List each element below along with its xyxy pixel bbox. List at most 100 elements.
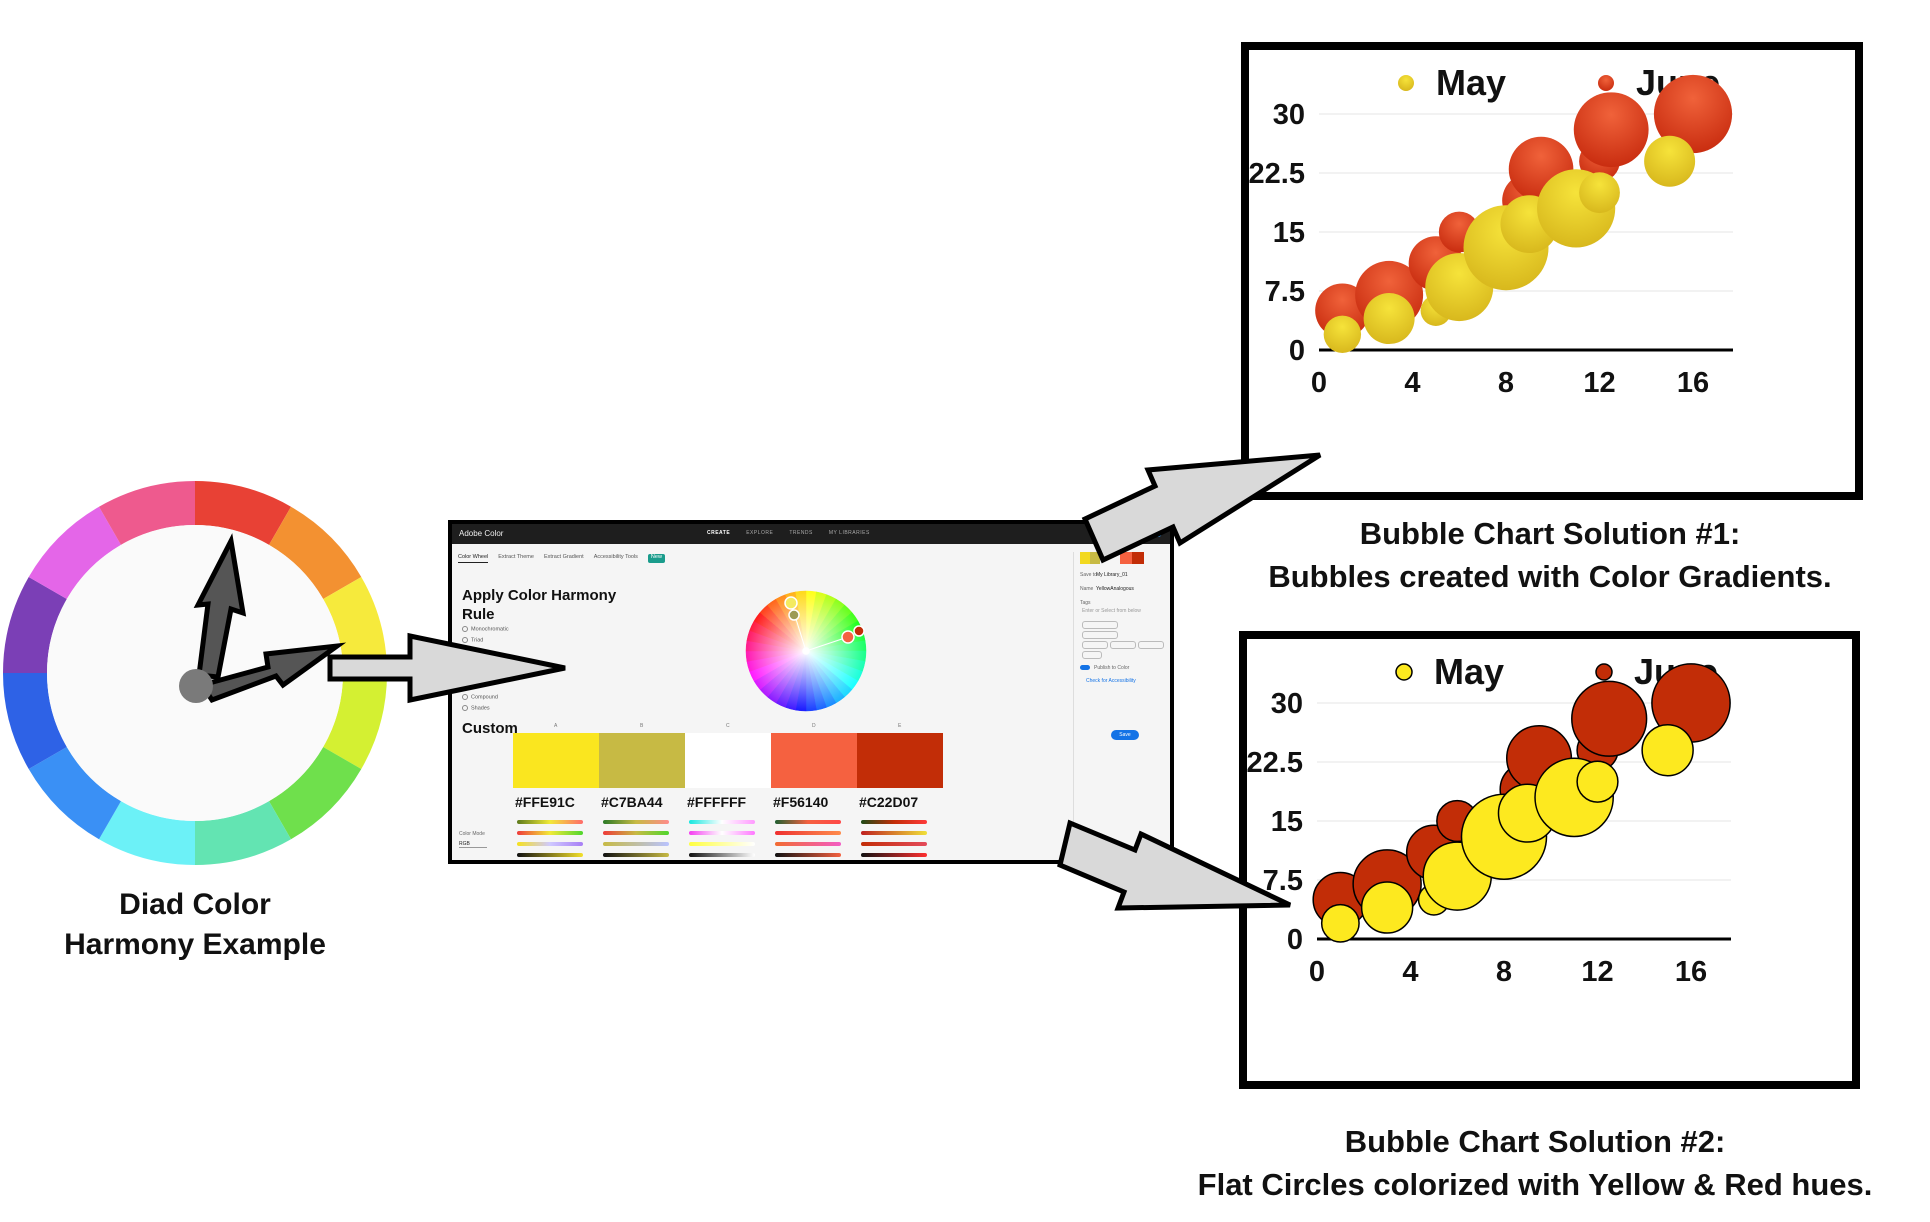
legend-marker-may bbox=[1398, 75, 1414, 91]
swatch-hex-value[interactable]: #C7BA44 bbox=[601, 794, 663, 810]
swatch-hex-value[interactable]: #C22D07 bbox=[859, 794, 919, 810]
wheel-segment bbox=[269, 506, 362, 599]
color-swatch[interactable] bbox=[771, 733, 857, 788]
wheel-segment bbox=[28, 506, 121, 599]
color-slider[interactable] bbox=[861, 853, 927, 857]
legend-label-may: May bbox=[1436, 62, 1506, 103]
harmony-rule-title-line-2: Rule bbox=[462, 606, 495, 623]
color-slider[interactable] bbox=[689, 820, 755, 824]
color-mode-select[interactable]: RGB bbox=[459, 841, 487, 848]
bubble-may bbox=[1360, 881, 1414, 934]
y-tick-label: 22.5 bbox=[1249, 158, 1305, 190]
wheel-segment bbox=[28, 747, 121, 840]
color-slider[interactable] bbox=[603, 820, 669, 824]
publish-toggle[interactable] bbox=[1080, 665, 1090, 670]
chart-1-caption: Bubble Chart Solution #1: Bubbles create… bbox=[1180, 512, 1920, 598]
color-slider[interactable] bbox=[689, 831, 755, 835]
bubble-june bbox=[1653, 74, 1733, 154]
wheel-handle[interactable] bbox=[853, 625, 865, 637]
wheel-handle[interactable] bbox=[788, 609, 800, 621]
wheel-segment bbox=[269, 747, 362, 840]
color-wheel-caption: Diad Color Harmony Example bbox=[0, 885, 390, 965]
rule-option-custom[interactable]: Custom bbox=[462, 720, 518, 737]
nav-trends[interactable]: TRENDS bbox=[789, 530, 813, 536]
color-slider[interactable] bbox=[775, 853, 841, 857]
name-label: Name bbox=[1080, 586, 1094, 592]
color-swatch[interactable] bbox=[685, 733, 771, 788]
swatch-slot-label: C bbox=[726, 723, 730, 729]
y-tick-label: 15 bbox=[1271, 806, 1303, 838]
tag-chip[interactable] bbox=[1082, 621, 1118, 629]
y-tick-label: 30 bbox=[1273, 99, 1305, 131]
swatch-slot-label: D bbox=[812, 723, 816, 729]
tag-chip[interactable] bbox=[1110, 641, 1136, 649]
accessibility-link[interactable]: Check for Accessibility bbox=[1086, 678, 1136, 684]
x-tick-label: 4 bbox=[1402, 956, 1418, 988]
tab-extract-gradient[interactable]: Extract Gradient bbox=[543, 554, 584, 560]
color-wheel-diagram bbox=[0, 478, 390, 868]
legend-marker-june bbox=[1595, 663, 1613, 681]
x-tick-label: 12 bbox=[1581, 956, 1613, 988]
color-slider[interactable] bbox=[517, 842, 583, 846]
tags-label: Tags bbox=[1080, 600, 1091, 606]
name-input[interactable]: YellowAnalogous bbox=[1096, 586, 1134, 592]
tab-accessibility-tools[interactable]: Accessibility Tools bbox=[593, 554, 638, 560]
color-slider[interactable] bbox=[861, 831, 927, 835]
rule-option-monochromatic[interactable]: Monochromatic bbox=[462, 626, 509, 632]
color-slider[interactable] bbox=[861, 842, 927, 846]
wheel-segment bbox=[3, 577, 67, 673]
swatch-slot-label: B bbox=[640, 723, 644, 729]
bubble-may bbox=[1644, 135, 1696, 187]
rule-option-shades[interactable]: Shades bbox=[462, 705, 490, 711]
tag-chip[interactable] bbox=[1082, 631, 1118, 639]
adobe-brand: Adobe Color bbox=[459, 529, 504, 538]
color-slider[interactable] bbox=[517, 853, 583, 857]
wheel-handle[interactable] bbox=[784, 596, 798, 610]
publish-label: Publish to Color bbox=[1094, 665, 1130, 671]
color-slider[interactable] bbox=[861, 820, 927, 824]
x-tick-label: 8 bbox=[1496, 956, 1512, 988]
new-badge: New bbox=[647, 554, 665, 563]
adobe-color-screenshot: Adobe Color CREATE EXPLORE TRENDS MY LIB… bbox=[448, 520, 1174, 864]
swatch-hex-value[interactable]: #F56140 bbox=[773, 794, 829, 810]
y-tick-label: 0 bbox=[1287, 924, 1303, 956]
tag-chip[interactable] bbox=[1082, 651, 1102, 659]
color-slider[interactable] bbox=[775, 831, 841, 835]
tag-chip[interactable] bbox=[1138, 641, 1164, 649]
tab-extract-theme[interactable]: Extract Theme bbox=[498, 554, 534, 560]
swatch-hex-value[interactable]: #FFE91C bbox=[515, 794, 575, 810]
color-swatch[interactable] bbox=[857, 733, 943, 788]
x-tick-label: 0 bbox=[1309, 956, 1325, 988]
color-slider[interactable] bbox=[603, 842, 669, 846]
color-swatch[interactable] bbox=[513, 733, 599, 788]
adobe-color-wheel[interactable] bbox=[452, 524, 1174, 864]
tab-color-wheel[interactable]: Color Wheel bbox=[458, 554, 489, 563]
chart-2-caption: Bubble Chart Solution #2: Flat Circles c… bbox=[1140, 1120, 1930, 1206]
color-swatch[interactable] bbox=[599, 733, 685, 788]
swatch-hex-value[interactable]: #FFFFFF bbox=[687, 794, 747, 810]
nav-my-libraries[interactable]: MY LIBRARIES bbox=[828, 530, 870, 536]
color-slider[interactable] bbox=[517, 820, 583, 824]
bubble-may bbox=[1323, 315, 1362, 353]
library-select[interactable]: My Library_01 bbox=[1096, 572, 1128, 578]
color-slider[interactable] bbox=[689, 842, 755, 846]
color-slider[interactable] bbox=[689, 853, 755, 857]
wheel-handle[interactable] bbox=[841, 630, 855, 644]
bubble-may bbox=[1363, 293, 1415, 345]
harmony-rule-title-line-1: Apply Color Harmony bbox=[462, 587, 617, 604]
theme-preview-b bbox=[1090, 552, 1100, 564]
tags-input[interactable]: Enter or Select from below bbox=[1082, 608, 1141, 614]
wheel-handle[interactable] bbox=[802, 647, 810, 655]
color-slider[interactable] bbox=[517, 831, 583, 835]
x-tick-label: 16 bbox=[1675, 956, 1707, 988]
nav-create[interactable]: CREATE bbox=[707, 530, 731, 536]
legend-marker-may bbox=[1395, 663, 1413, 681]
color-slider[interactable] bbox=[775, 820, 841, 824]
swatch-slot-label: E bbox=[898, 723, 902, 729]
save-button[interactable]: Save bbox=[1111, 730, 1139, 740]
color-slider[interactable] bbox=[603, 853, 669, 857]
color-slider[interactable] bbox=[775, 842, 841, 846]
tag-chip[interactable] bbox=[1082, 641, 1108, 649]
nav-explore[interactable]: EXPLORE bbox=[746, 530, 774, 536]
color-slider[interactable] bbox=[603, 831, 669, 835]
